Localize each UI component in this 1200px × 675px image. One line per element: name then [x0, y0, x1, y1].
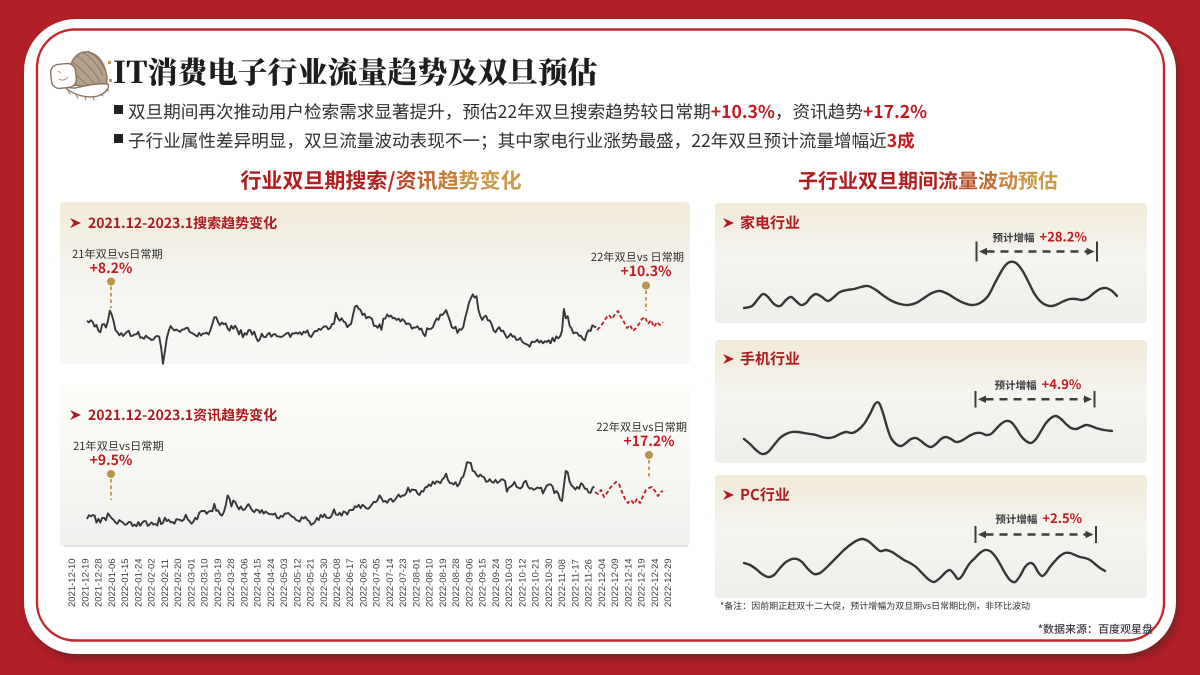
- svg-text:2022-07-23: 2022-07-23: [398, 558, 409, 607]
- svg-text:2022-03-28: 2022-03-28: [226, 558, 237, 607]
- svg-text:2022-10-03: 2022-10-03: [504, 558, 515, 607]
- svg-text:2022-05-12: 2022-05-12: [292, 558, 303, 607]
- svg-text:2022-07-05: 2022-07-05: [372, 558, 383, 607]
- svg-text:2022-04-15: 2022-04-15: [253, 558, 264, 607]
- svg-text:2022-02-20: 2022-02-20: [173, 558, 184, 607]
- svg-text:2022-12-04: 2022-12-04: [597, 558, 608, 607]
- svg-text:2022-12-19: 2022-12-19: [637, 558, 648, 607]
- svg-text:2022-09-24: 2022-09-24: [491, 558, 502, 607]
- svg-text:2022-02-11: 2022-02-11: [160, 559, 171, 607]
- svg-text:2022-12-14: 2022-12-14: [623, 558, 634, 607]
- svg-text:2022-01-15: 2022-01-15: [120, 558, 131, 607]
- svg-text:2022-12-24: 2022-12-24: [650, 558, 661, 607]
- svg-text:2022-05-03: 2022-05-03: [279, 558, 290, 607]
- svg-text:2022-04-06: 2022-04-06: [239, 558, 250, 607]
- svg-text:2021-12-19: 2021-12-19: [80, 558, 91, 607]
- svg-text:2022-09-15: 2022-09-15: [478, 558, 489, 607]
- svg-text:2022-05-21: 2022-05-21: [306, 558, 317, 607]
- svg-text:2022-11-26: 2022-11-26: [584, 559, 595, 607]
- svg-text:2022-03-10: 2022-03-10: [200, 558, 211, 607]
- svg-text:2022-05-30: 2022-05-30: [319, 558, 330, 607]
- svg-text:2022-12-29: 2022-12-29: [663, 558, 674, 607]
- svg-text:2022-11-17: 2022-11-17: [570, 559, 581, 607]
- svg-text:2022-10-21: 2022-10-21: [531, 558, 542, 607]
- svg-text:2022-08-01: 2022-08-01: [411, 558, 422, 607]
- svg-text:2022-03-19: 2022-03-19: [213, 558, 224, 607]
- svg-text:2022-08-19: 2022-08-19: [438, 558, 449, 607]
- svg-text:2022-11-08: 2022-11-08: [557, 559, 568, 607]
- svg-text:2022-02-02: 2022-02-02: [147, 558, 158, 607]
- svg-text:2022-10-12: 2022-10-12: [517, 558, 528, 607]
- svg-text:2022-10-30: 2022-10-30: [544, 558, 555, 607]
- svg-text:2022-06-08: 2022-06-08: [332, 558, 343, 607]
- svg-text:2022-04-24: 2022-04-24: [266, 558, 277, 607]
- svg-text:2021-12-10: 2021-12-10: [67, 558, 78, 607]
- svg-text:2022-09-06: 2022-09-06: [464, 558, 475, 607]
- svg-text:2022-07-14: 2022-07-14: [385, 558, 396, 607]
- svg-text:2022-08-10: 2022-08-10: [425, 558, 436, 607]
- svg-text:2022-06-26: 2022-06-26: [359, 558, 370, 607]
- svg-text:2022-01-06: 2022-01-06: [107, 558, 118, 607]
- svg-text:2022-12-09: 2022-12-09: [610, 558, 621, 607]
- svg-text:2022-01-24: 2022-01-24: [133, 558, 144, 607]
- svg-text:2022-06-17: 2022-06-17: [345, 558, 356, 607]
- svg-text:2021-12-28: 2021-12-28: [94, 558, 105, 607]
- svg-text:2022-03-01: 2022-03-01: [186, 558, 197, 607]
- svg-text:2022-08-28: 2022-08-28: [451, 558, 462, 607]
